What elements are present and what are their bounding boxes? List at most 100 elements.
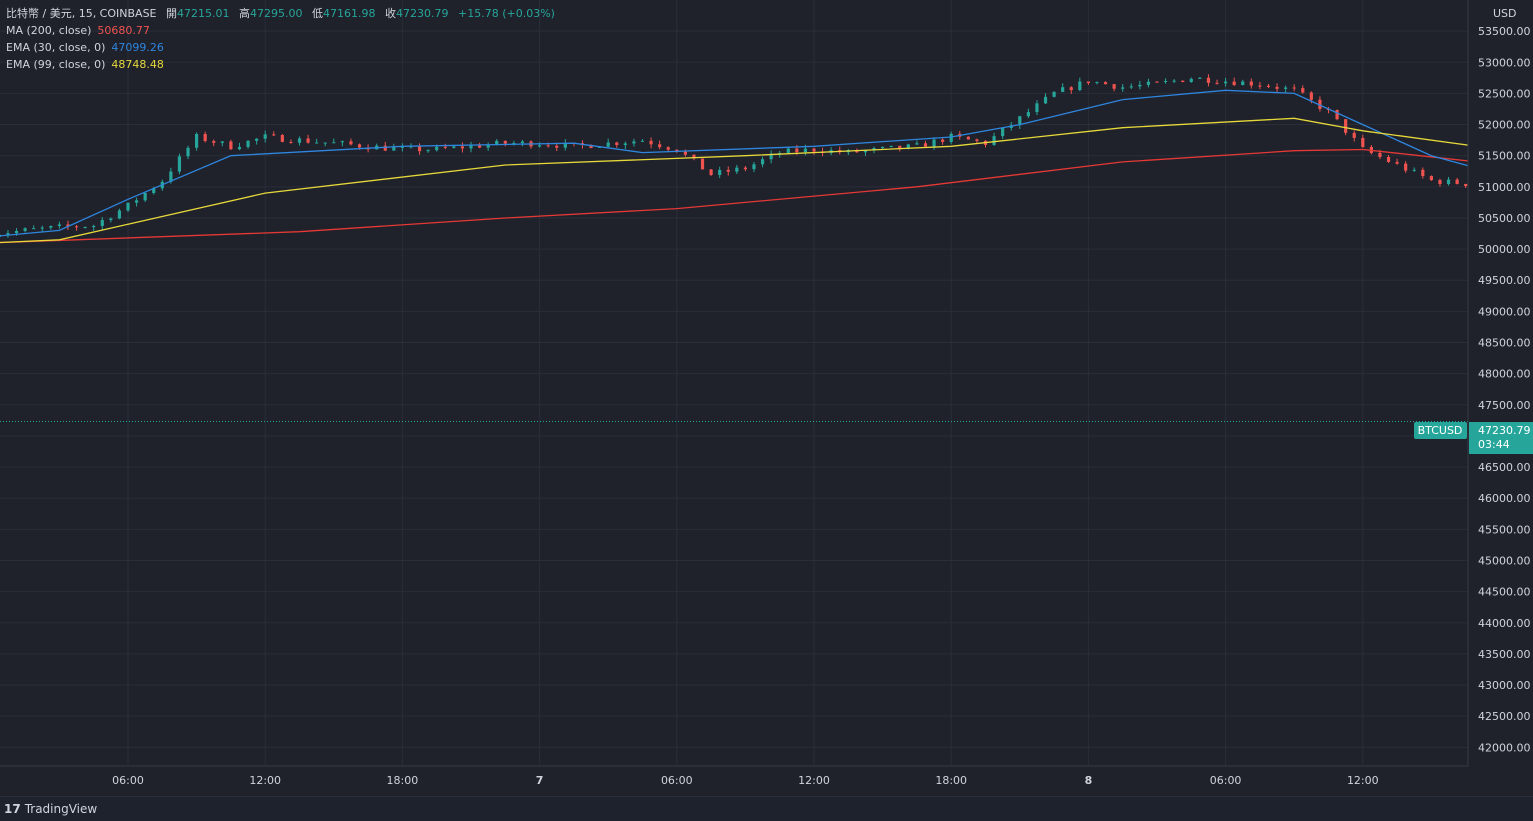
legend-ohlc-row[interactable]: 比特幣 / 美元, 15, COINBASE 開47215.01 高47295.… — [6, 5, 555, 22]
low-label: 低 — [312, 7, 323, 20]
brand-name: TradingView — [25, 802, 98, 816]
y-tick-label: 46500.00 — [1478, 461, 1531, 474]
close-label: 收 — [385, 7, 396, 20]
candle-body — [1310, 93, 1313, 100]
candle-body — [298, 138, 301, 142]
candle-body — [324, 143, 327, 144]
candle-body — [1078, 82, 1081, 91]
candle-body — [787, 149, 790, 153]
candle-body — [109, 219, 112, 221]
candle-body — [444, 147, 447, 148]
candle-body — [452, 146, 455, 147]
currency-label[interactable]: USD — [1493, 7, 1517, 20]
tradingview-logo[interactable]: 17 TradingView — [4, 802, 97, 816]
candle-body — [1113, 84, 1116, 89]
candle-body — [727, 170, 730, 172]
last-price-label: 47230.79 — [1478, 424, 1531, 437]
candle-body — [101, 220, 104, 226]
logo-icon: 17 — [4, 802, 21, 816]
x-tick-label: 12:00 — [249, 774, 281, 787]
candle-body — [461, 146, 464, 148]
candle-body — [32, 228, 35, 229]
ema99-label: EMA (99, close, 0) — [6, 58, 105, 71]
candle-body — [306, 138, 309, 142]
candle-body — [744, 168, 747, 170]
candle-body — [812, 149, 815, 152]
candle-body — [49, 226, 52, 228]
candle-body — [1198, 78, 1201, 79]
ema30-label: EMA (30, close, 0) — [6, 41, 105, 54]
candle-body — [1130, 86, 1133, 87]
candle-body — [890, 146, 893, 147]
candle-body — [975, 139, 978, 140]
candle-body — [195, 134, 198, 148]
x-tick-label: 18:00 — [387, 774, 419, 787]
candle-body — [41, 228, 44, 229]
y-tick-label: 45000.00 — [1478, 554, 1531, 567]
candle-body — [1293, 88, 1296, 89]
candle-body — [272, 134, 275, 135]
ma200-label: MA (200, close) — [6, 24, 91, 37]
candle-body — [1301, 88, 1304, 92]
high-value: 47295.00 — [250, 7, 303, 20]
y-tick-label: 44500.00 — [1478, 586, 1531, 599]
time-axis[interactable] — [0, 766, 1468, 796]
candle-body — [92, 226, 95, 227]
candle-body — [632, 141, 635, 143]
candle-body — [1104, 82, 1107, 84]
high-label: 高 — [239, 7, 250, 20]
x-tick-label: 8 — [1085, 774, 1093, 787]
candle-body — [1121, 87, 1124, 88]
candle-body — [701, 159, 704, 170]
candle-body — [615, 143, 618, 145]
chart-legend: 比特幣 / 美元, 15, COINBASE 開47215.01 高47295.… — [6, 5, 555, 73]
candle-body — [1284, 88, 1287, 89]
candle-body — [427, 150, 430, 151]
open-label: 開 — [166, 7, 177, 20]
candle-body — [1164, 81, 1167, 82]
candle-body — [212, 141, 215, 143]
x-tick-label: 12:00 — [1347, 774, 1379, 787]
y-tick-label: 50000.00 — [1478, 243, 1531, 256]
candle-body — [641, 141, 644, 142]
candle-body — [795, 149, 798, 153]
legend-ema30-row[interactable]: EMA (30, close, 0)47099.26 — [6, 39, 555, 56]
candle-body — [950, 134, 953, 142]
x-tick-label: 12:00 — [798, 774, 830, 787]
legend-ma200-row[interactable]: MA (200, close) 50680.77 — [6, 22, 555, 39]
countdown-label: 03:44 — [1478, 438, 1510, 451]
y-tick-label: 51000.00 — [1478, 181, 1531, 194]
candle-body — [624, 143, 627, 145]
x-tick-label: 18:00 — [935, 774, 967, 787]
y-tick-label: 52500.00 — [1478, 87, 1531, 100]
y-tick-label: 53500.00 — [1478, 25, 1531, 38]
candle-body — [186, 148, 189, 157]
candle-body — [710, 169, 713, 175]
y-tick-label: 43000.00 — [1478, 679, 1531, 692]
candle-body — [1224, 82, 1227, 84]
y-tick-label: 53000.00 — [1478, 56, 1531, 69]
low-value: 47161.98 — [323, 7, 376, 20]
candle-body — [1147, 82, 1150, 85]
candle-body — [84, 227, 87, 228]
candle-body — [1207, 78, 1210, 83]
x-tick-label: 06:00 — [1210, 774, 1242, 787]
change-value: +15.78 (+0.03%) — [458, 7, 555, 20]
candle-body — [358, 144, 361, 147]
footer-bar: 17 TradingView — [0, 796, 1533, 821]
x-tick-label: 7 — [536, 774, 544, 787]
candle-body — [1044, 97, 1047, 104]
candle-body — [144, 193, 147, 200]
candle-body — [469, 145, 472, 148]
candle-body — [667, 147, 670, 150]
ma200-value: 50680.77 — [97, 24, 150, 37]
candle-body — [264, 134, 267, 138]
candle-body — [478, 145, 481, 147]
candle-body — [761, 159, 764, 164]
candle-body — [15, 231, 18, 233]
candle-body — [1173, 81, 1176, 82]
candle-body — [718, 170, 721, 175]
legend-ema99-row[interactable]: EMA (99, close, 0)48748.48 — [6, 56, 555, 73]
candle-body — [684, 152, 687, 155]
